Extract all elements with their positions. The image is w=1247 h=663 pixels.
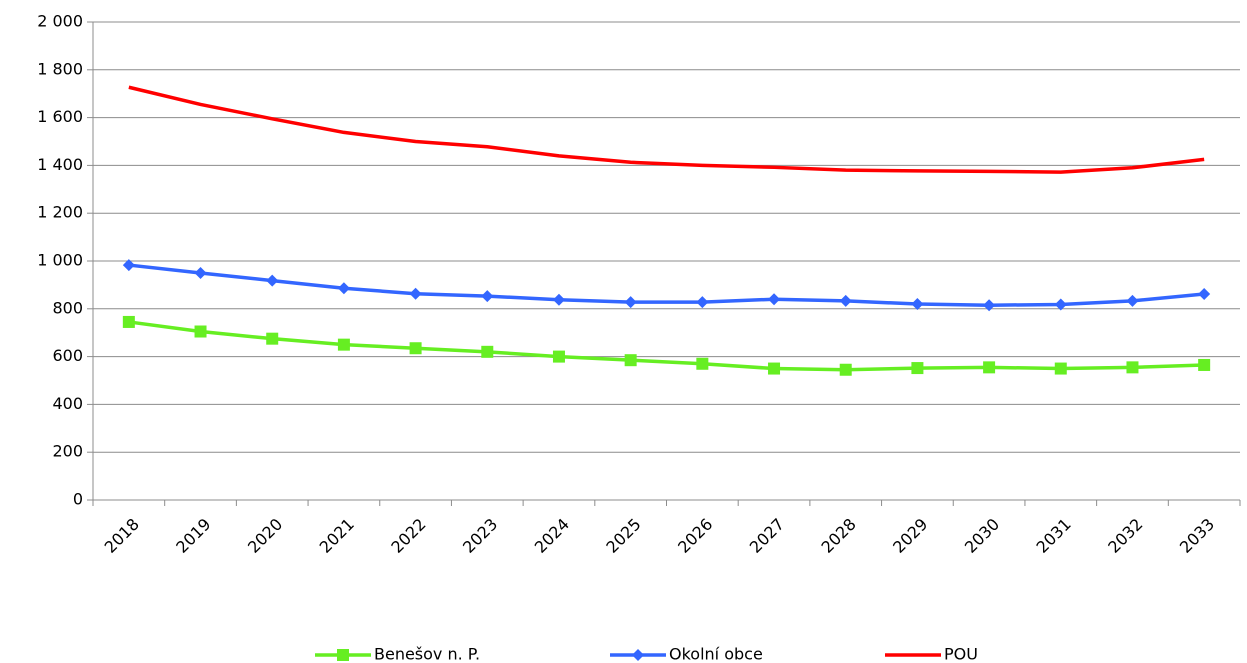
marker	[911, 298, 924, 311]
y-tick-label: 0	[73, 490, 83, 509]
y-tick-label: 200	[52, 442, 83, 461]
series-line	[128, 320, 1205, 372]
series-line	[128, 85, 1205, 174]
marker	[552, 293, 565, 306]
series-line	[128, 263, 1205, 307]
marker	[1054, 362, 1067, 375]
y-tick-label: 1 800	[37, 59, 83, 78]
marker	[481, 290, 494, 303]
x-tick-label: 2024	[531, 515, 573, 557]
marker	[768, 293, 781, 306]
marker	[122, 259, 135, 272]
marker	[481, 345, 494, 358]
y-tick-label: 1 400	[37, 155, 83, 174]
marker	[911, 362, 924, 375]
x-tick-label: 2029	[889, 515, 931, 557]
legend-label: Benešov n. P.	[374, 645, 480, 663]
legend-marker	[632, 649, 644, 661]
x-tick-label: 2022	[387, 515, 429, 557]
x-tick-label: 2027	[746, 515, 788, 557]
x-tick-label: 2018	[101, 515, 143, 557]
marker	[337, 282, 350, 295]
marker	[1198, 287, 1211, 300]
y-tick-label: 1 600	[37, 107, 83, 126]
legend-label: POU	[944, 645, 978, 663]
marker	[1126, 294, 1139, 307]
marker	[624, 296, 637, 309]
marker	[983, 361, 996, 374]
marker	[839, 363, 852, 376]
x-tick-label: 2031	[1033, 515, 1075, 557]
marker	[266, 332, 279, 345]
x-tick-label: 2028	[818, 515, 860, 557]
x-tick-label: 2021	[316, 515, 358, 557]
legend-marker	[337, 649, 349, 661]
marker	[266, 274, 279, 287]
y-tick-label: 1 000	[37, 251, 83, 270]
marker	[409, 287, 422, 300]
marker	[839, 294, 852, 307]
x-tick-label: 2023	[459, 515, 501, 557]
marker	[337, 338, 350, 351]
marker	[983, 299, 996, 312]
x-tick-label: 2026	[674, 515, 716, 557]
legend-label: Okolní obce	[669, 645, 763, 663]
x-tick-label: 2019	[172, 515, 214, 557]
marker	[696, 357, 709, 370]
marker	[768, 362, 781, 375]
y-tick-label: 800	[52, 298, 83, 317]
marker	[1054, 298, 1067, 311]
marker	[409, 342, 422, 355]
marker	[1198, 358, 1211, 371]
x-tick-label: 2020	[244, 515, 286, 557]
y-tick-label: 1 200	[37, 203, 83, 222]
marker	[122, 315, 135, 328]
marker	[1126, 361, 1139, 374]
y-tick-label: 600	[52, 346, 83, 365]
y-tick-label: 400	[52, 394, 83, 413]
y-tick-label: 2 000	[37, 12, 83, 31]
x-tick-label: 2032	[1104, 515, 1146, 557]
x-tick-label: 2033	[1176, 515, 1218, 557]
marker	[696, 296, 709, 309]
marker	[624, 354, 637, 367]
x-tick-label: 2030	[961, 515, 1003, 557]
marker	[552, 350, 565, 363]
marker	[194, 266, 207, 279]
x-tick-label: 2025	[602, 515, 644, 557]
marker	[194, 325, 207, 338]
